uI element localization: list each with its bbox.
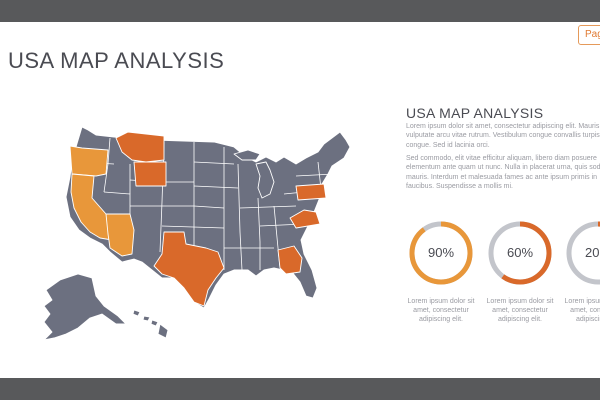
paragraph-2: Sed commodo, elit vitae efficitur aliqua… (406, 155, 600, 190)
hawaii (132, 309, 169, 339)
stat-donut-1: 90% (406, 218, 476, 288)
section-title: USA MAP ANALYSIS (406, 105, 544, 121)
state-georgia (277, 245, 303, 275)
donut-ring-3 (566, 221, 600, 285)
michigan (255, 161, 275, 199)
stat-donut-2: 60% (485, 218, 555, 288)
stat-caption-2: Lorem ipsum dolor sit amet, consectetur … (486, 298, 554, 323)
slide: Page USA MAP ANALYSIS (0, 22, 600, 378)
slide-title: USA MAP ANALYSIS (8, 48, 225, 73)
state-california (70, 173, 115, 241)
state-virginia (289, 209, 321, 229)
usa-map (43, 126, 351, 341)
stat-value-3: 20% (584, 245, 600, 260)
paragraph-1: Lorem ipsum dolor sit amet, consectetur … (406, 123, 600, 149)
state-texas (153, 231, 225, 307)
state-arizona (105, 213, 135, 257)
page-tab[interactable]: Page (578, 25, 600, 45)
page-tab-label: Page (585, 29, 600, 40)
state-wyoming (133, 161, 167, 187)
donut-ring-2 (488, 221, 552, 285)
stat-value-2: 60% (506, 245, 534, 260)
alaska (43, 273, 127, 341)
state-montana (115, 131, 165, 163)
stat-caption-3: Lorem ipsum dolor sit amet, consectetur … (564, 298, 600, 323)
upper-peninsula (233, 149, 261, 161)
donut-ring-1 (409, 221, 473, 285)
stat-caption-1: Lorem ipsum dolor sit amet, consectetur … (407, 298, 475, 323)
stat-value-1: 90% (427, 245, 455, 260)
state-pennsylvania (295, 183, 327, 201)
state-oregon (69, 145, 109, 177)
stat-donut-3: 20% (563, 218, 600, 288)
